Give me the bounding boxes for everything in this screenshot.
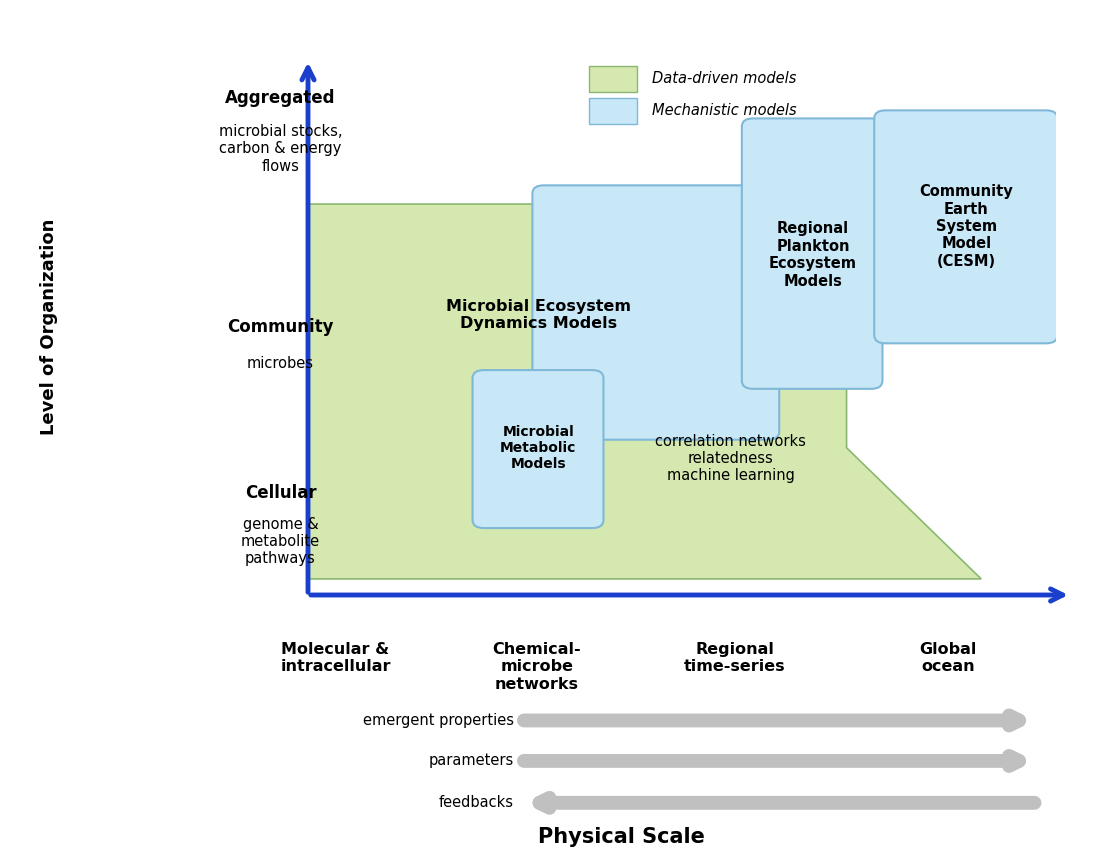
Text: parameters: parameters [429,753,514,768]
FancyBboxPatch shape [874,110,1057,343]
FancyBboxPatch shape [588,98,637,124]
Text: Data-driven models: Data-driven models [652,71,796,87]
Text: emergent properties: emergent properties [363,713,514,728]
Text: Microbial
Metabolic
Models: Microbial Metabolic Models [500,424,576,471]
Text: Molecular &
intracellular: Molecular & intracellular [280,642,390,674]
Text: Physical Scale: Physical Scale [538,827,705,847]
Text: microbial stocks,
carbon & energy
flows: microbial stocks, carbon & energy flows [219,124,342,173]
FancyBboxPatch shape [588,66,637,92]
Text: Community: Community [228,318,333,337]
Text: correlation networks
relatedness
machine learning: correlation networks relatedness machine… [656,434,806,484]
Text: Regional
Plankton
Ecosystem
Models: Regional Plankton Ecosystem Models [769,221,857,288]
Text: microbes: microbes [248,356,314,371]
Text: Level of Organization: Level of Organization [41,219,58,435]
FancyBboxPatch shape [532,185,779,439]
Text: feedbacks: feedbacks [439,796,514,810]
Text: Cellular: Cellular [244,484,317,502]
FancyBboxPatch shape [741,118,882,388]
FancyBboxPatch shape [473,370,604,528]
Text: Global
ocean: Global ocean [920,642,977,674]
Text: Chemical-
microbe
networks: Chemical- microbe networks [493,642,581,692]
Text: Aggregated: Aggregated [226,88,336,107]
Text: Regional
time-series: Regional time-series [684,642,785,674]
Text: Mechanistic models: Mechanistic models [652,104,796,118]
Text: Microbial Ecosystem
Dynamics Models: Microbial Ecosystem Dynamics Models [446,298,631,332]
Text: Community
Earth
System
Model
(CESM): Community Earth System Model (CESM) [920,184,1013,269]
Text: genome &
metabolite
pathways: genome & metabolite pathways [241,517,320,566]
Polygon shape [308,204,981,595]
